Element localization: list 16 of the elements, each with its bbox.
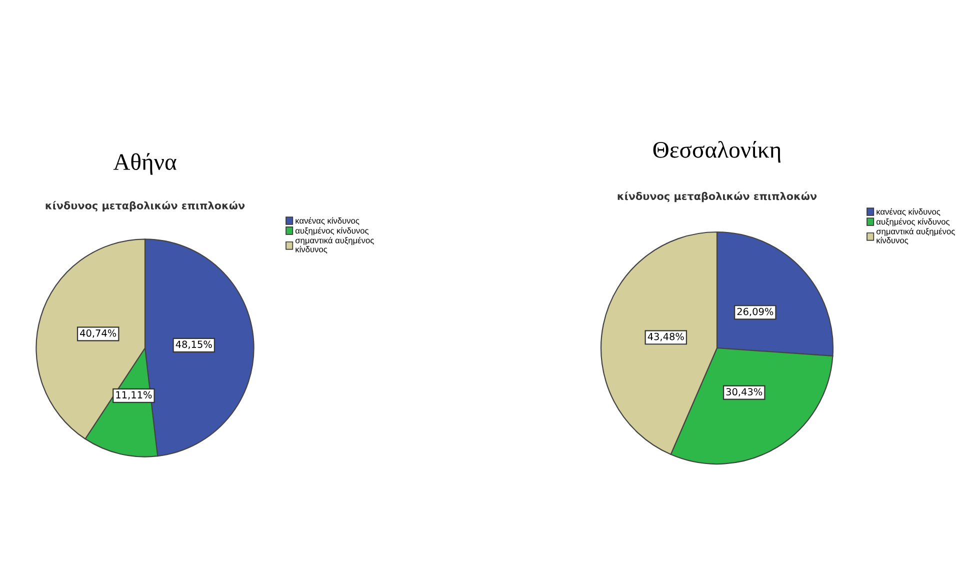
- data-label: 30,43%: [726, 388, 762, 396]
- legend-label: αυξημένος κίνδυνος: [296, 227, 368, 236]
- chart-subtitle: κίνδυνος μεταβολικών επιπλοκών: [46, 200, 245, 212]
- data-label: 40,74%: [80, 329, 116, 338]
- legend-label: σημαντικά αυξημένος κίνδυνος: [876, 228, 955, 245]
- legend-label: κανένας κίνδυνος: [876, 208, 940, 216]
- data-label: 26,09%: [737, 308, 774, 316]
- legend-label: αυξημένος κίνδυνος: [876, 218, 950, 226]
- legend-label: κανένας κίνδυνος: [296, 217, 360, 226]
- chart-subtitle: κίνδυνος μεταβολικών επιπλοκών: [618, 192, 817, 202]
- data-label: 43,48%: [648, 332, 684, 342]
- chart-title: Αθήνα: [113, 153, 176, 175]
- data-label: 11,11%: [116, 391, 152, 400]
- chart-title: Θεσσαλονίκη: [653, 140, 780, 163]
- legend-label: σημαντικά αυξημένος κίνδυνος: [296, 236, 374, 254]
- data-label: 48,15%: [176, 340, 212, 349]
